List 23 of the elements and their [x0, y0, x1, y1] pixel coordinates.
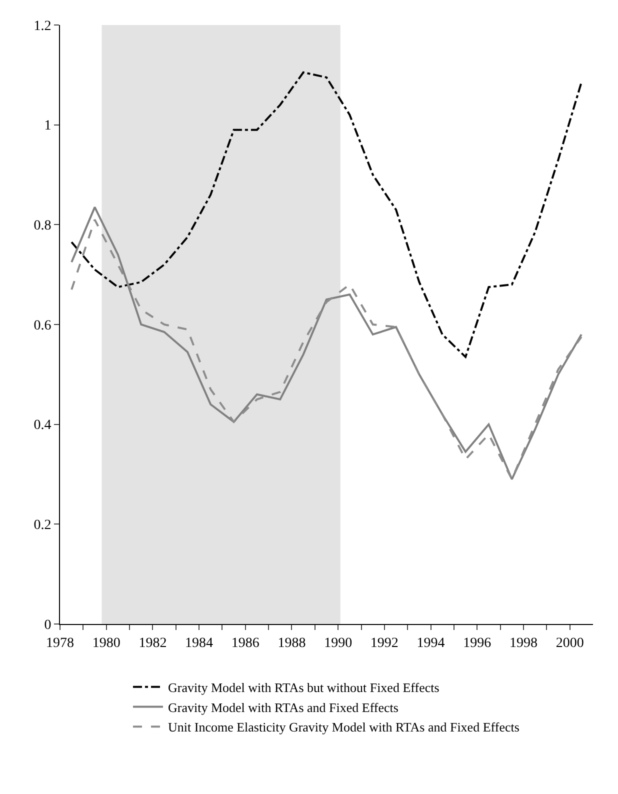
x-tick-label: 1996 [463, 636, 492, 651]
legend-label: Gravity Model with RTAs but without Fixed Effects [168, 680, 440, 695]
x-tick-label: 1992 [370, 636, 398, 651]
y-tick-label: 0.8 [34, 218, 52, 234]
x-tick-label: 1978 [46, 636, 74, 651]
legend-label: Gravity Model with RTAs and Fixed Effects [168, 700, 398, 715]
line-series [70, 71, 582, 358]
x-tick-label: 1994 [416, 636, 445, 651]
x-tick-label: 2000 [556, 636, 584, 651]
legend-label: Unit Income Elasticity Gravity Model with RTAs and Fixed Effects [168, 720, 520, 735]
x-tick-label: 1986 [231, 636, 260, 651]
x-tick-label: 1998 [509, 636, 538, 651]
x-tick-label: 1988 [278, 636, 306, 651]
y-tick-label: 0 [44, 618, 52, 633]
x-tick-label: 1982 [138, 636, 167, 651]
x-tick-label: 1980 [92, 636, 120, 651]
y-tick-label: 0.4 [34, 418, 52, 434]
y-tick-label: 0.6 [34, 318, 52, 334]
y-tick-label: 0.2 [34, 518, 52, 534]
x-tick-label: 1984 [185, 636, 214, 651]
y-tick-label: 1.2 [34, 18, 52, 34]
y-tick-label: 1 [44, 118, 52, 134]
x-tick-label: 1990 [324, 636, 352, 651]
